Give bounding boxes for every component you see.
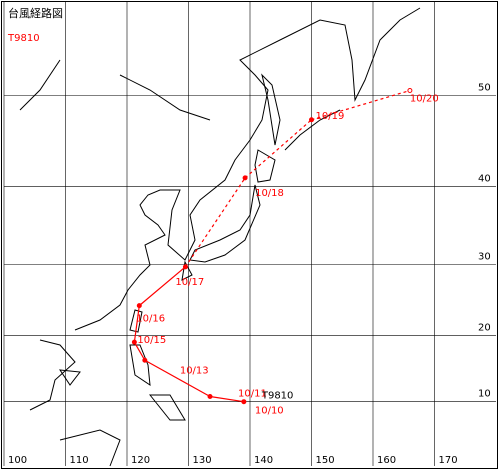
track-point [242,175,248,181]
lon-tick-label: 120 [131,455,150,466]
track-segment [244,119,312,179]
track-id-label: T9810 [261,391,294,402]
track-segment [133,341,146,361]
date-label: 10/13 [180,365,209,376]
lon-tick-label: 100 [8,455,27,466]
map-title: 台風経路図 [8,6,63,20]
lat-tick-label: 50 [478,83,491,94]
date-label: 10/20 [410,93,439,104]
date-label: 10/16 [136,314,165,325]
typhoon-id: T9810 [7,33,40,44]
track-segment [133,305,140,343]
track-point [207,393,213,399]
date-label: 10/18 [255,188,284,199]
track-segment [138,266,186,307]
track-segment [144,359,211,398]
track-point [142,357,148,363]
date-label: 10/15 [137,335,166,346]
date-label: 10/17 [175,277,204,288]
lat-tick-label: 40 [478,173,491,184]
date-label: 10/10 [255,406,284,417]
track-point [241,399,247,405]
lat-tick-label: 30 [478,252,491,263]
date-label: 10/19 [316,111,345,122]
lat-tick-label: 10 [478,389,491,400]
lon-tick-label: 170 [439,455,458,466]
track-point [182,264,188,270]
track-point [309,117,314,123]
track-segment [311,89,411,121]
lat-tick-label: 20 [478,322,491,333]
lon-tick-label: 150 [316,455,335,466]
track-segment [209,395,244,403]
lon-tick-label: 140 [254,455,273,466]
track-point [131,339,137,345]
lon-tick-label: 130 [193,455,212,466]
lon-tick-label: 160 [377,455,396,466]
track-point [136,303,142,309]
date-label: 10/11 [238,388,267,399]
lon-tick-label: 110 [70,455,89,466]
track-point [407,87,413,93]
